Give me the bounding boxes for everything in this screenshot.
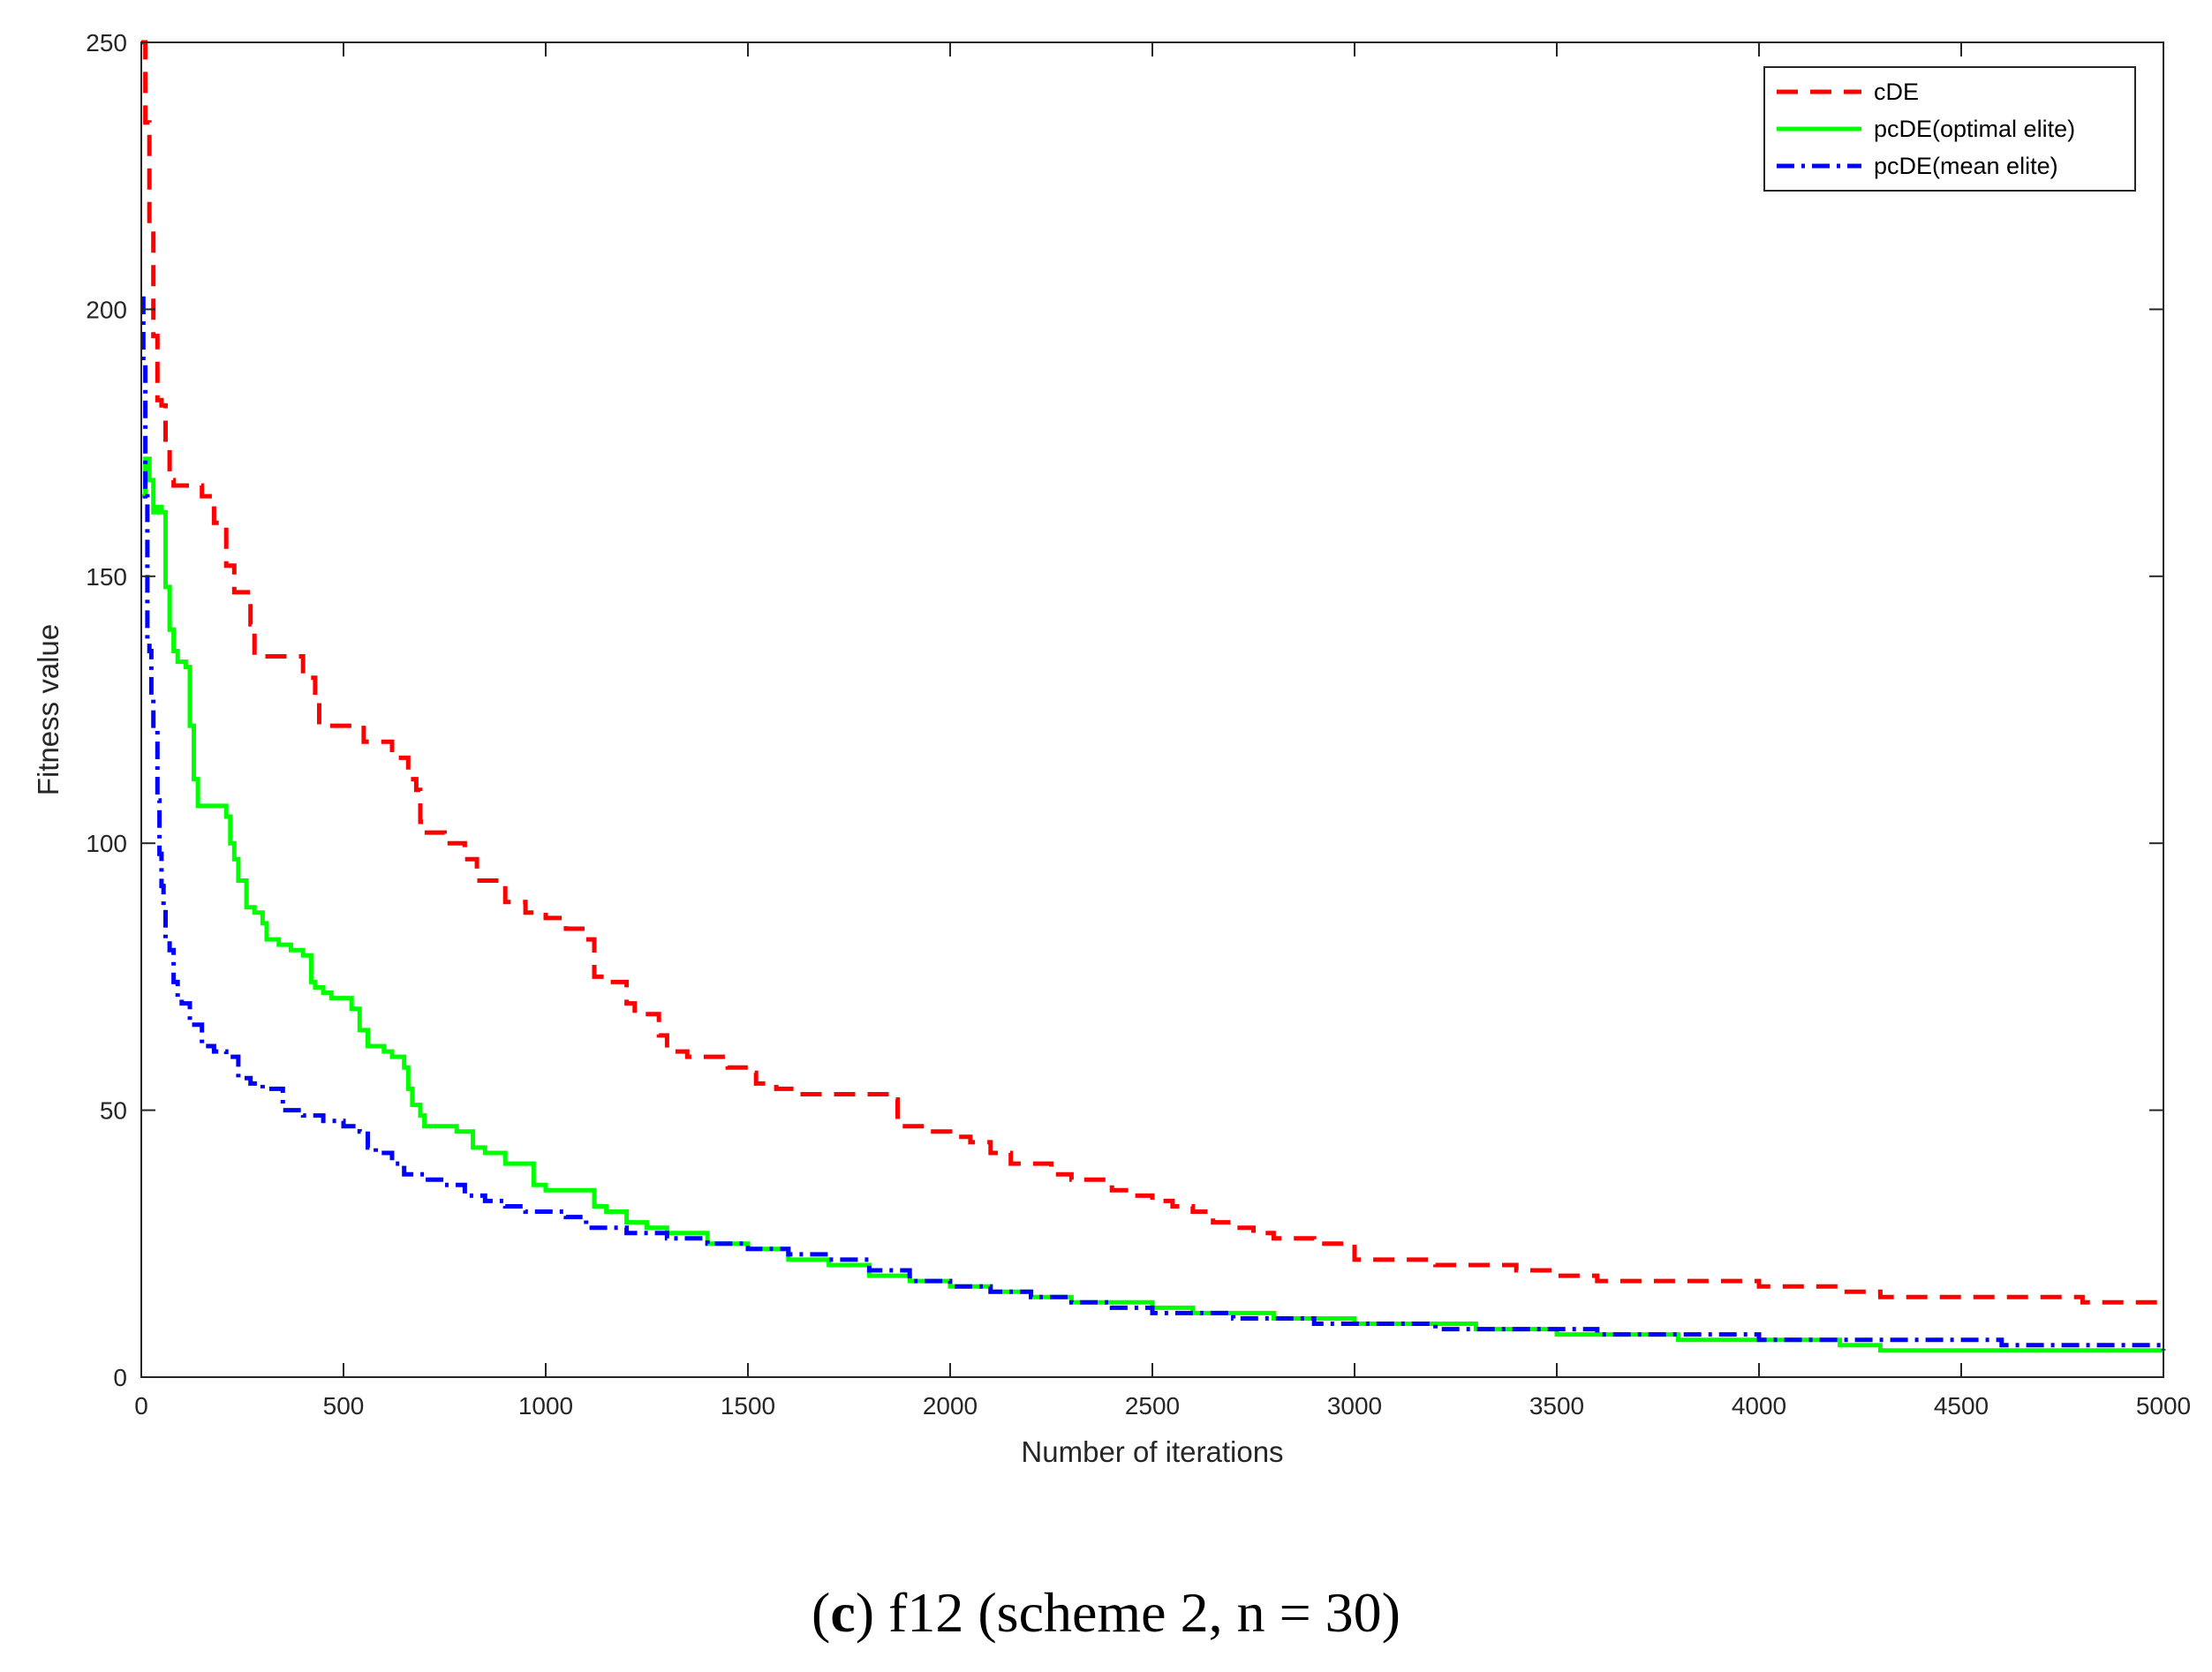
series-line-pcde-mean-elite — [140, 296, 2166, 1351]
x-tick-label: 1000 — [518, 1392, 573, 1420]
x-tick-label: 5000 — [2136, 1392, 2191, 1420]
x-tick-label: 4000 — [1732, 1392, 1786, 1420]
legend-label: cDE — [1874, 79, 1919, 105]
y-tick-label: 50 — [100, 1097, 127, 1125]
x-tick-label: 3000 — [1327, 1392, 1382, 1420]
y-tick-label: 0 — [113, 1364, 127, 1391]
x-tick-label: 1500 — [721, 1392, 775, 1420]
x-axis-label: Number of iterations — [1021, 1435, 1283, 1468]
y-tick-label: 150 — [86, 563, 127, 591]
series-layer — [140, 40, 2166, 1353]
legend-label: pcDE(optimal elite) — [1874, 116, 2075, 142]
x-tick-label: 3500 — [1529, 1392, 1584, 1420]
y-tick-label: 250 — [86, 29, 127, 56]
x-ticks: 0 500 1000 1500 2000 2500 3000 3500 4000 4500 5000 — [134, 42, 2191, 1420]
y-axis-label: Fitness value — [32, 624, 64, 795]
figure-caption: (c) f12 (scheme 2, n = 30) — [0, 1580, 2212, 1646]
series-line-cde — [141, 40, 2163, 1305]
series-line-pcde-optimal-elite — [141, 456, 2163, 1353]
x-tick-label: 2500 — [1125, 1392, 1180, 1420]
plot-area — [141, 42, 2163, 1377]
caption-text: ) f12 (scheme 2, n = 30) — [855, 1581, 1400, 1644]
legend: cDE pcDE(optimal elite) pcDE(mean elite) — [1763, 66, 2136, 192]
x-tick-label: 500 — [323, 1392, 365, 1420]
y-tick-label: 100 — [86, 830, 127, 857]
caption-panel-letter: c — [830, 1581, 856, 1644]
x-tick-label: 4500 — [1934, 1392, 1989, 1420]
x-tick-label: 2000 — [923, 1392, 978, 1420]
caption-open-paren: ( — [812, 1581, 831, 1644]
y-tick-label: 200 — [86, 296, 127, 323]
y-ticks: 0 50 100 150 200 250 — [86, 29, 2163, 1391]
plot-background — [141, 42, 2163, 1377]
x-tick-label: 0 — [134, 1392, 148, 1420]
legend-label: pcDE(mean elite) — [1874, 153, 2058, 179]
